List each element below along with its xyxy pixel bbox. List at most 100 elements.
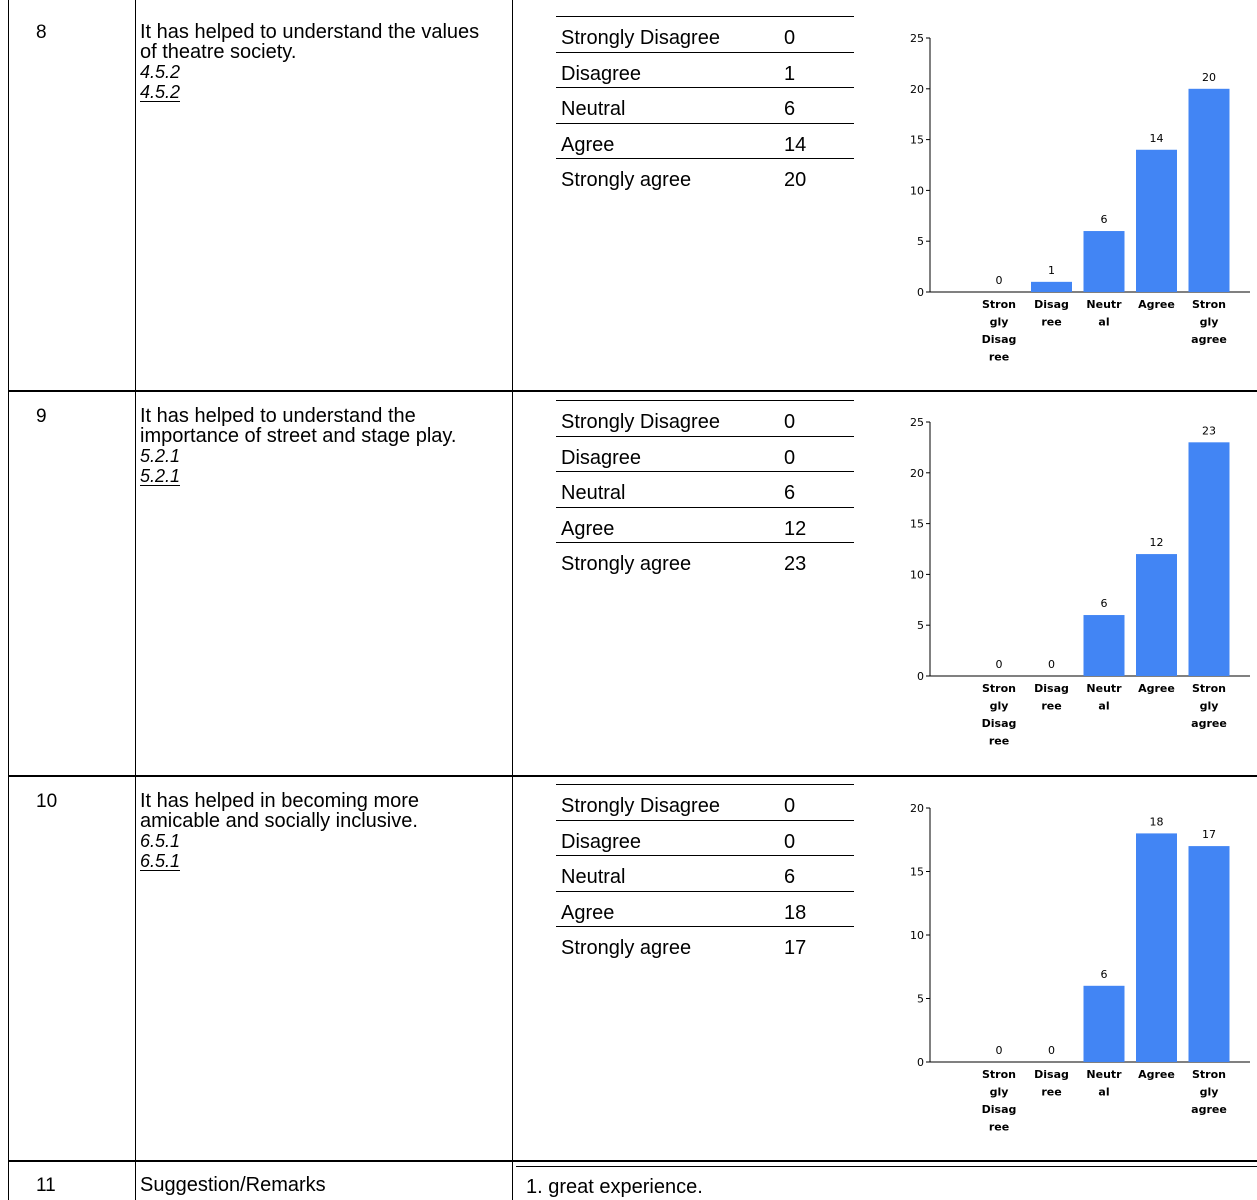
x-tick-label: Neutr al <box>1086 1068 1122 1099</box>
remark-text: 1. great experience. <box>526 1176 703 1198</box>
response-count: 12 <box>784 517 807 540</box>
reference-code: 6.5.1 <box>140 851 181 871</box>
y-tick-label: 10 <box>910 568 924 581</box>
question-text: It has helped in becoming more amicable … <box>140 790 420 832</box>
data-label: 0 <box>1048 1044 1055 1057</box>
y-tick-label: 25 <box>910 416 924 429</box>
response-row: Strongly agree 23 <box>556 543 854 578</box>
reference-code: 5.2.1 <box>140 466 181 486</box>
bar <box>1083 231 1125 292</box>
response-label: Strongly Disagree <box>561 795 720 817</box>
x-tick-label: Stron gly Disag ree <box>982 1068 1017 1134</box>
table-border-left <box>8 0 9 1200</box>
response-row: Strongly agree 17 <box>556 927 854 962</box>
response-row: Strongly agree 20 <box>556 159 854 194</box>
response-table: Strongly Disagree 0 Disagree 0 Neutral 6 Ag… <box>556 784 854 962</box>
response-row: Strongly Disagree 0 <box>556 17 854 53</box>
bar-chart: 0 5 10 15 20 25 0 Stron gly Disag ree 1 Disag ree 6 Neu… <box>910 32 1250 364</box>
data-label: 6 <box>1101 213 1108 226</box>
response-label: Agree <box>561 901 615 924</box>
response-label: Strongly agree <box>561 169 692 191</box>
data-label: 12 <box>1150 536 1164 549</box>
bar <box>1083 615 1125 676</box>
question-cell: It has helped to understand the values o… <box>140 22 500 102</box>
y-tick-label: 5 <box>917 619 924 632</box>
table-column-divider-1 <box>135 0 136 1200</box>
reference-code: 4.5.2 <box>140 62 181 82</box>
response-row: Neutral 6 <box>556 856 854 892</box>
data-label: 17 <box>1202 828 1216 841</box>
bar <box>1188 442 1230 676</box>
data-label: 1 <box>1048 264 1055 277</box>
x-tick-label: Neutr al <box>1086 298 1122 329</box>
data-label: 18 <box>1150 815 1164 828</box>
question-cell: It has helped to understand the importan… <box>140 406 500 486</box>
row-number: 11 <box>36 1175 56 1196</box>
remarks-cell-top <box>516 1166 1257 1167</box>
y-tick-label: 25 <box>910 32 924 45</box>
response-count: 0 <box>784 446 796 469</box>
y-tick-label: 0 <box>917 286 924 299</box>
bar <box>1188 88 1230 292</box>
response-row: Strongly Disagree 0 <box>556 785 854 821</box>
response-label: Agree <box>561 517 615 540</box>
bar <box>1136 554 1177 676</box>
response-count: 0 <box>784 27 796 49</box>
response-label: Neutral <box>561 866 626 888</box>
y-tick-label: 10 <box>910 184 924 197</box>
y-tick-label: 20 <box>910 467 924 480</box>
reference-code: 4.5.2 <box>140 82 181 102</box>
response-count: 1 <box>784 62 796 85</box>
data-label: 6 <box>1101 968 1108 981</box>
response-label: Strongly Disagree <box>561 411 720 433</box>
response-row: Disagree 0 <box>556 437 854 472</box>
row-number: 8 <box>36 22 47 43</box>
response-label: Strongly agree <box>561 937 692 959</box>
response-table: Strongly Disagree 0 Disagree 0 Neutral 6 Ag… <box>556 400 854 578</box>
response-count: 6 <box>784 482 796 504</box>
response-row: Agree 12 <box>556 508 854 543</box>
response-count: 6 <box>784 866 796 888</box>
bar-chart: 0 5 10 15 20 25 0 Stron gly Disag ree 0 Disag ree 6 Neu… <box>910 416 1250 748</box>
bar <box>1136 149 1177 292</box>
row-number: 10 <box>36 791 58 812</box>
table-column-divider-2 <box>512 0 513 1200</box>
response-row: Agree 14 <box>556 124 854 159</box>
x-tick-label: Stron gly agree <box>1191 1068 1227 1116</box>
row-divider-10-11 <box>8 1160 1257 1162</box>
response-table: Strongly Disagree 0 Disagree 1 Neutral 6 Ag… <box>556 16 854 194</box>
response-row: Agree 18 <box>556 892 854 927</box>
y-tick-label: 15 <box>910 866 924 879</box>
data-label: 0 <box>996 274 1003 287</box>
response-count: 14 <box>784 133 807 156</box>
response-label: Agree <box>561 133 615 156</box>
data-label: 0 <box>996 1044 1003 1057</box>
response-row: Disagree 1 <box>556 53 854 88</box>
data-label: 6 <box>1101 597 1108 610</box>
response-row: Strongly Disagree 0 <box>556 401 854 437</box>
x-tick-label: Stron gly Disag ree <box>982 298 1017 364</box>
data-label: 0 <box>1048 658 1055 671</box>
y-tick-label: 20 <box>910 802 924 815</box>
question-cell: It has helped in becoming more amicable … <box>140 791 500 871</box>
y-tick-label: 15 <box>910 134 924 147</box>
x-tick-label: Stron gly Disag ree <box>982 682 1017 748</box>
x-tick-label: Stron gly agree <box>1191 682 1227 730</box>
response-count: 0 <box>784 830 796 853</box>
bar <box>1188 846 1230 1062</box>
response-label: Disagree <box>561 62 642 85</box>
reference-code: 6.5.1 <box>140 831 181 851</box>
response-label: Strongly agree <box>561 553 692 575</box>
response-count: 18 <box>784 901 807 924</box>
bar <box>1031 281 1072 292</box>
row-divider-8-9 <box>8 390 1257 392</box>
response-count: 0 <box>784 411 796 433</box>
data-label: 20 <box>1202 71 1216 84</box>
x-tick-label: Agree <box>1138 1068 1175 1081</box>
y-tick-label: 0 <box>917 1056 924 1069</box>
response-label: Strongly Disagree <box>561 27 720 49</box>
x-tick-label: Disag ree <box>1034 682 1069 713</box>
row-number: 9 <box>36 406 47 427</box>
response-label: Disagree <box>561 446 642 469</box>
response-count: 0 <box>784 795 796 817</box>
